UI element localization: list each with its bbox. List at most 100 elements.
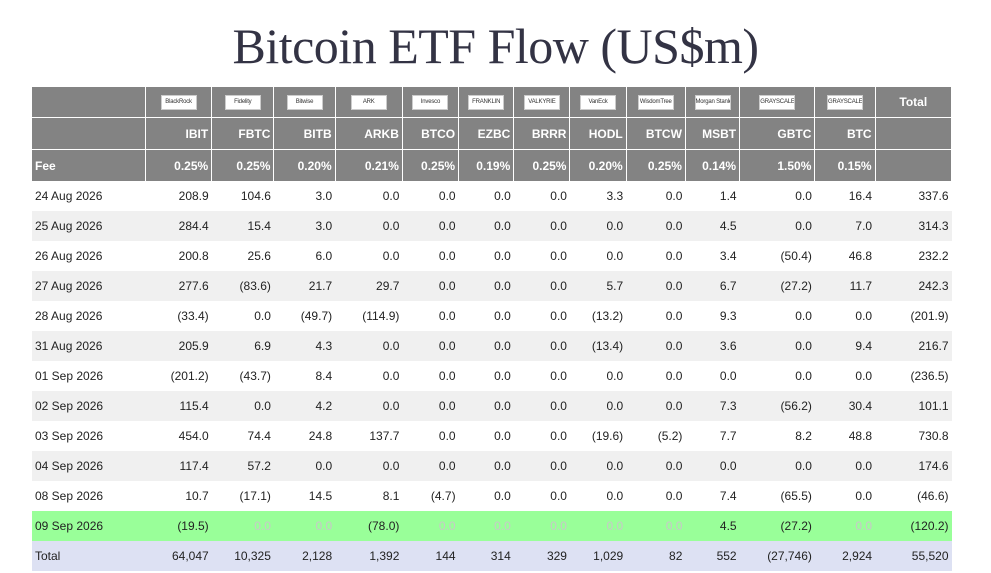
flow-cell: 29.7 bbox=[335, 271, 403, 301]
flow-cell: 8.2 bbox=[795, 429, 812, 443]
flow-cell: 277.6 bbox=[145, 271, 212, 301]
logo-cell: Fidelity bbox=[211, 87, 275, 118]
flow-cell: (5.2) bbox=[657, 429, 683, 443]
table-row: 31 Aug 2026 205.9 6.9 4.3 0.0 0.0 0.0 0.0 (13.4)… bbox=[32, 331, 952, 361]
flow-cell: 0.0 bbox=[402, 331, 459, 361]
total-cell: 329 bbox=[513, 541, 570, 571]
fee-value: 0.15% bbox=[814, 149, 876, 181]
ticker-label: GBTC bbox=[739, 117, 816, 150]
logo-cell: VanEck bbox=[569, 87, 627, 118]
issuer-logo-icon: VanEck bbox=[580, 94, 617, 110]
issuer-logo-text: GRAYSCALE bbox=[828, 98, 862, 105]
flow-cell: 1.4 bbox=[719, 189, 737, 203]
flow-cell: 0.0 bbox=[626, 331, 686, 361]
flow-cell: 0.0 bbox=[795, 189, 812, 203]
fee-value: 0.25% bbox=[513, 149, 571, 181]
issuer-logo-icon: FRANKLIN bbox=[468, 94, 505, 110]
logo-row: BlackRock Fidelity Bitwise ARK Invesco FRANKL… bbox=[32, 87, 953, 118]
flow-cell: 0.0 bbox=[254, 309, 271, 323]
flow-cell: 30.4 bbox=[814, 391, 876, 421]
flow-cell: 0.0 bbox=[458, 511, 514, 541]
flow-cell: 0.0 bbox=[335, 451, 403, 481]
flow-cell: 0.0 bbox=[719, 369, 737, 383]
flow-cell: 200.8 bbox=[178, 249, 209, 263]
flow-cell: 0.0 bbox=[606, 249, 624, 263]
flow-cell: (27.2) bbox=[739, 511, 815, 541]
flow-cell: 0.0 bbox=[626, 451, 686, 481]
issuer-logo-text: GRAYSCALE bbox=[760, 98, 795, 105]
flow-cell: 0.0 bbox=[273, 511, 336, 541]
header-blank bbox=[32, 87, 146, 118]
flow-cell: 4.5 bbox=[685, 211, 740, 241]
row-date: 08 Sep 2026 bbox=[35, 489, 104, 503]
ticker-label: BRRR bbox=[513, 117, 571, 150]
issuer-logo-icon: Fidelity bbox=[224, 94, 261, 110]
flow-cell: 0.0 bbox=[382, 369, 400, 383]
table-row: 03 Sep 2026 454.0 74.4 24.8 137.7 0.0 0.0 0.0 (1… bbox=[32, 421, 952, 451]
row-total: 730.8 bbox=[918, 429, 949, 443]
flow-cell: 0.0 bbox=[626, 211, 686, 241]
issuer-logo-icon: Morgan Stanley bbox=[694, 94, 731, 110]
flow-cell: 0.0 bbox=[665, 189, 683, 203]
issuer-logo-icon: BlackRock bbox=[160, 94, 197, 110]
ticker-label: EZBC bbox=[458, 117, 515, 150]
issuer-logo-text: BlackRock bbox=[165, 98, 192, 105]
flow-cell: 0.0 bbox=[569, 211, 627, 241]
flow-cell: 137.7 bbox=[369, 429, 400, 443]
issuer-logo-text: Invesco bbox=[420, 98, 441, 105]
flow-cell: 16.4 bbox=[848, 189, 873, 203]
flow-cell: 7.4 bbox=[719, 489, 737, 503]
flow-cell: 0.0 bbox=[494, 429, 511, 443]
ticker-label: IBIT bbox=[145, 117, 213, 150]
row-total: (120.2) bbox=[875, 511, 952, 541]
logo-cell: Invesco bbox=[402, 87, 460, 118]
flow-cell: 7.0 bbox=[814, 211, 876, 241]
total-cell: 1,029 bbox=[569, 541, 627, 571]
header-blank bbox=[875, 149, 953, 181]
flow-cell: 0.0 bbox=[513, 211, 570, 241]
issuer-logo-icon: VALKYRIE bbox=[523, 94, 560, 110]
flow-cell: 0.0 bbox=[795, 309, 812, 323]
row-total: (236.5) bbox=[910, 369, 949, 383]
flow-cell: 0.0 bbox=[855, 369, 873, 383]
flow-cell: (17.1) bbox=[239, 489, 271, 503]
flow-cell: 0.0 bbox=[402, 451, 459, 481]
ticker-label: BTCO bbox=[402, 117, 460, 150]
issuer-logo-text: Fidelity bbox=[234, 98, 252, 105]
row-date: 31 Aug 2026 bbox=[32, 331, 146, 361]
flow-cell: 9.4 bbox=[814, 331, 876, 361]
flow-cell: 0.0 bbox=[438, 309, 456, 323]
issuer-logo-text: WisdomTree bbox=[639, 98, 672, 105]
fee-value: 0.25% bbox=[211, 149, 275, 181]
flow-cell: 0.0 bbox=[335, 211, 403, 241]
flow-cell: 0.0 bbox=[273, 451, 336, 481]
flow-cell: 6.7 bbox=[685, 271, 740, 301]
flow-cell: 0.0 bbox=[795, 369, 812, 383]
logo-cell: VALKYRIE bbox=[513, 87, 571, 118]
row-date: 27 Aug 2026 bbox=[32, 271, 146, 301]
issuer-logo-text: ARK bbox=[362, 98, 375, 105]
flow-cell: 0.0 bbox=[458, 211, 514, 241]
flow-cell: 6.0 bbox=[315, 249, 333, 263]
flow-cell: (43.7) bbox=[239, 369, 271, 383]
total-cell: 314 bbox=[458, 541, 514, 571]
issuer-logo-text: VanEck bbox=[588, 98, 608, 105]
flow-cell: 0.0 bbox=[665, 489, 683, 503]
flow-cell: 0.0 bbox=[569, 451, 627, 481]
total-cell: 552 bbox=[685, 541, 740, 571]
ticker-label: BTC bbox=[814, 117, 876, 150]
row-date: 03 Sep 2026 bbox=[35, 429, 104, 443]
logo-cell: Bitwise bbox=[273, 87, 336, 118]
logo-cell: GRAYSCALE bbox=[814, 87, 876, 118]
flow-cell: 0.0 bbox=[438, 369, 456, 383]
flow-cell: 0.0 bbox=[211, 391, 274, 421]
flow-cell: 0.0 bbox=[438, 429, 456, 443]
flow-cell: 454.0 bbox=[178, 429, 209, 443]
flow-cell: 3.0 bbox=[273, 211, 336, 241]
flow-cell: 0.0 bbox=[606, 369, 624, 383]
total-cell: 2,128 bbox=[273, 541, 336, 571]
flow-cell: 0.0 bbox=[513, 391, 570, 421]
flow-cell: (114.9) bbox=[362, 309, 400, 323]
row-total: 314.3 bbox=[875, 211, 952, 241]
row-date: 24 Aug 2026 bbox=[35, 189, 103, 203]
